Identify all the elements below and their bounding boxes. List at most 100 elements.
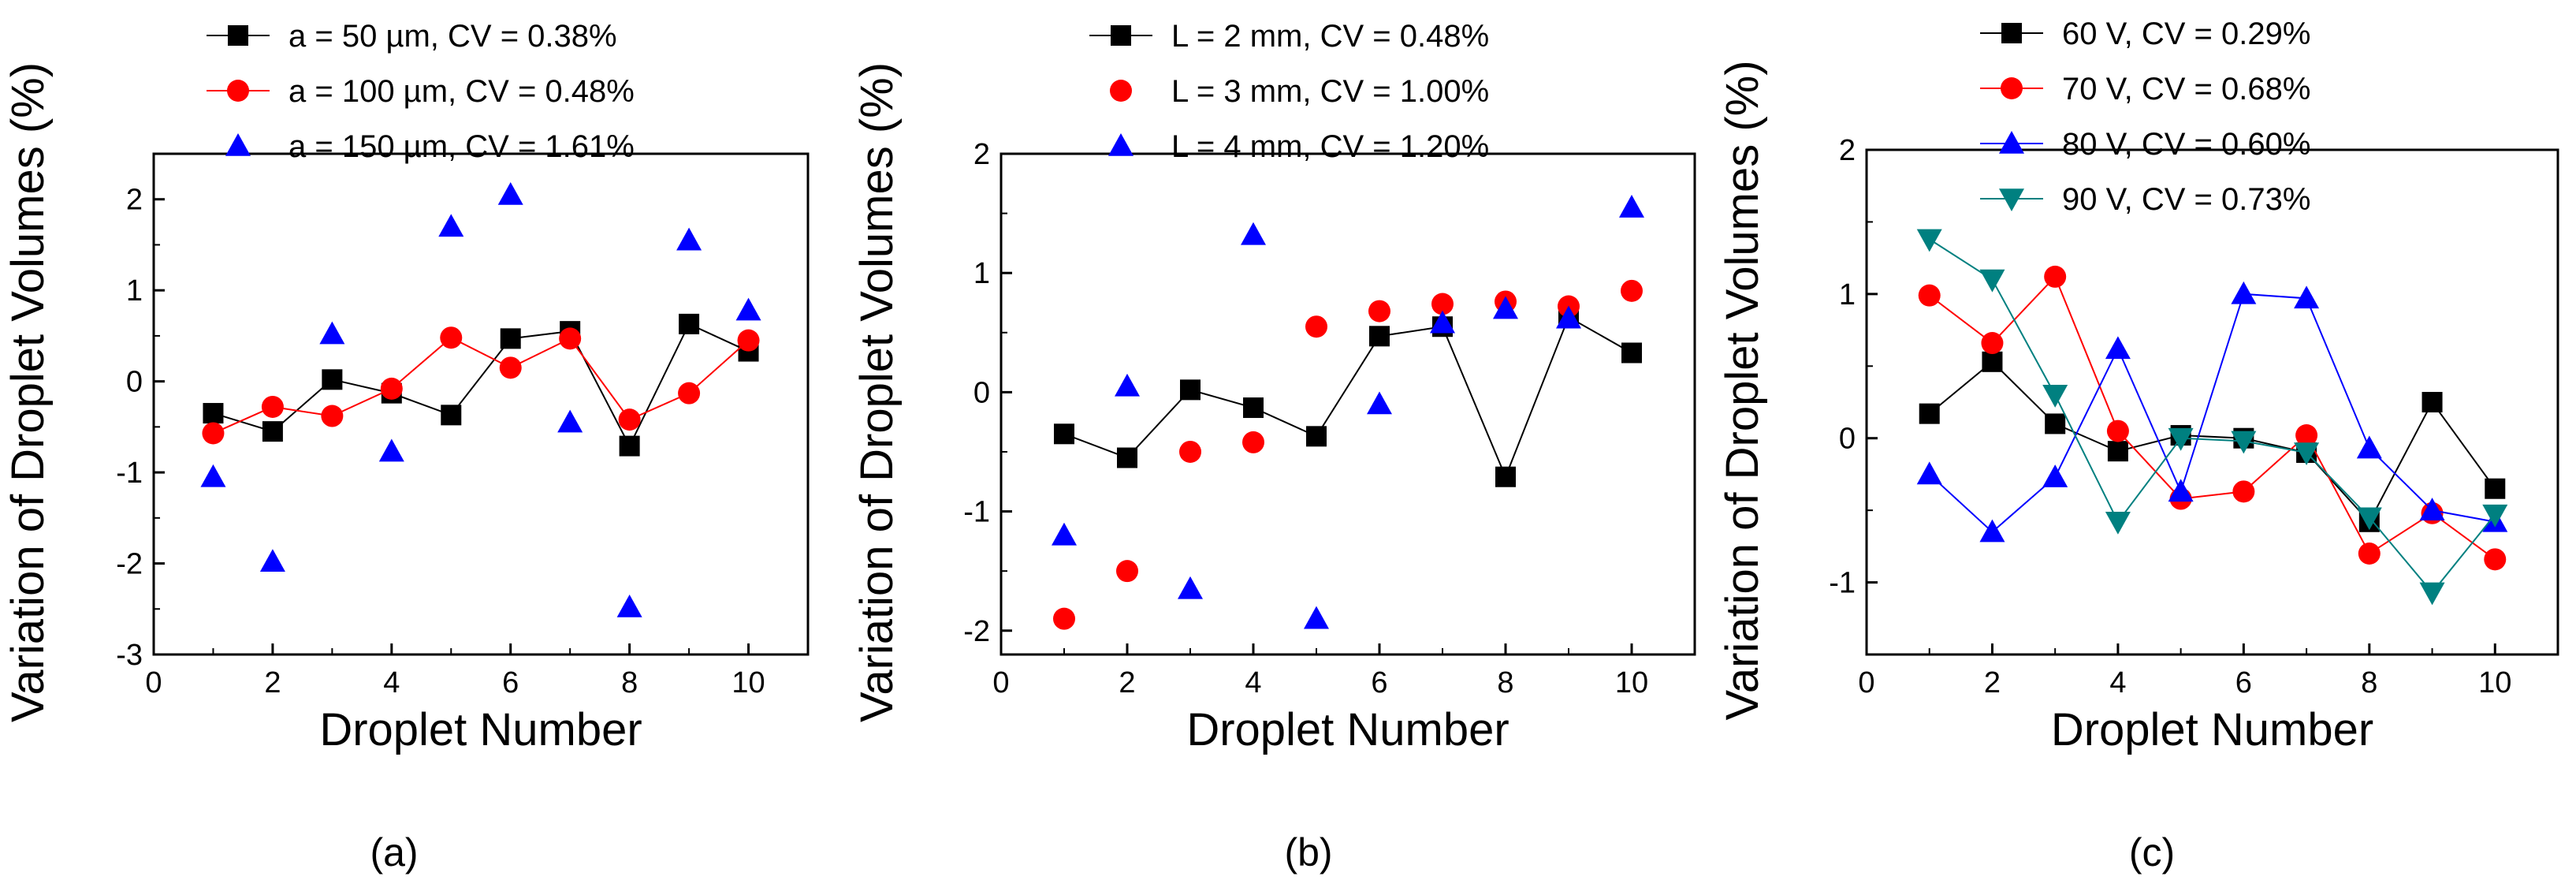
data-point: [678, 382, 701, 405]
legend: a = 50 µm, CV = 0.38% a = 100 µm, CV = 0.…: [207, 19, 635, 164]
legend-marker: [1108, 133, 1134, 156]
data-point: [1367, 391, 1392, 415]
data-point: [440, 326, 463, 349]
data-point: [559, 327, 582, 350]
data-point: [1619, 195, 1644, 218]
series-1: [1053, 279, 1643, 630]
data-point: [2422, 392, 2443, 412]
data-point: [200, 464, 226, 487]
y-tick-label: 2: [126, 184, 143, 217]
y-axis-label: Variation of Droplet Volumes (%): [2, 62, 54, 722]
data-point: [1431, 293, 1454, 315]
y-tick-label: 2: [1839, 134, 1856, 167]
series-line: [1929, 293, 2496, 533]
data-point: [1495, 466, 1516, 487]
series-3: [1916, 229, 2508, 606]
data-point: [1621, 342, 1642, 364]
data-point: [2482, 504, 2508, 528]
x-axis-label: Droplet Number: [2051, 704, 2373, 755]
x-tick-label: 10: [1615, 666, 1648, 699]
legend-marker: [228, 25, 248, 46]
data-point: [1430, 310, 1455, 334]
data-point: [1305, 315, 1327, 338]
data-point: [441, 405, 462, 426]
data-point: [2168, 479, 2194, 502]
y-tick-label: -1: [116, 457, 143, 490]
legend-label: a = 150 µm, CV = 1.61%: [288, 129, 635, 164]
legend-label: 90 V, CV = 0.73%: [2062, 182, 2310, 217]
data-point: [500, 328, 521, 349]
legend-marker: [225, 133, 251, 156]
y-tick-label: 1: [1839, 278, 1856, 311]
data-point: [2107, 441, 2128, 462]
data-point: [2106, 420, 2129, 442]
data-point: [2295, 424, 2318, 447]
legend-marker: [2001, 77, 2023, 99]
data-point: [1368, 300, 1390, 323]
y-tick-label: 2: [973, 138, 990, 171]
series-line: [1929, 238, 2496, 594]
legend-label: 60 V, CV = 0.29%: [2062, 17, 2310, 51]
legend-label: a = 50 µm, CV = 0.38%: [288, 19, 617, 54]
data-point: [261, 395, 284, 418]
data-point: [2356, 507, 2382, 531]
data-point: [2042, 385, 2068, 408]
y-tick-label: -1: [963, 496, 990, 529]
data-point: [2231, 431, 2257, 454]
data-point: [1916, 461, 1942, 485]
series-line: [213, 337, 750, 434]
data-point: [2232, 480, 2255, 503]
x-tick-label: 2: [264, 666, 281, 699]
series-1: [202, 326, 760, 445]
series-line: [1063, 315, 1632, 479]
data-point: [2105, 511, 2131, 535]
legend-marker: [227, 80, 249, 102]
data-point: [1180, 379, 1201, 401]
data-point: [438, 214, 464, 237]
data-point: [618, 408, 641, 431]
data-point: [2045, 413, 2066, 434]
data-point: [2042, 464, 2068, 487]
data-point: [321, 405, 344, 427]
data-point: [2231, 281, 2257, 304]
data-point: [1916, 229, 1942, 252]
data-point: [2358, 543, 2381, 565]
y-tick-label: 0: [126, 366, 143, 399]
data-point: [2419, 582, 2445, 606]
data-point: [1053, 607, 1075, 630]
data-point: [262, 421, 283, 442]
data-point: [380, 377, 403, 400]
x-tick-label: 8: [1497, 666, 1513, 699]
data-point: [497, 181, 523, 205]
chart-panel-b: 0 2 4 6 8 10 -2 -1 0 1 2 Droplet Number Variation of…: [851, 19, 1696, 755]
data-point: [619, 435, 640, 457]
data-point: [2485, 478, 2506, 499]
x-tick-label: 8: [621, 666, 638, 699]
series-1: [1918, 265, 2507, 571]
data-point: [1116, 560, 1138, 583]
data-point: [1179, 440, 1201, 463]
data-point: [1306, 426, 1327, 447]
legend-marker: [2001, 23, 2022, 43]
series-line: [1929, 360, 2496, 524]
data-point: [735, 297, 761, 321]
x-tick-label: 2: [1984, 666, 2001, 699]
data-point: [1621, 279, 1643, 302]
series-0: [203, 313, 759, 457]
data-point: [259, 549, 285, 572]
plot-frame: [1000, 152, 1696, 656]
data-point: [676, 227, 702, 251]
panel-label-b: (b): [1284, 830, 1332, 874]
data-point: [1178, 576, 1203, 599]
data-point: [1369, 326, 1390, 347]
legend-label: L = 4 mm, CV = 1.20%: [1171, 129, 1489, 164]
y-axis-label: Variation of Droplet Volumes (%): [1717, 60, 1768, 720]
data-point: [679, 313, 700, 334]
data-point: [2294, 442, 2320, 465]
x-tick-label: 6: [2235, 666, 2252, 699]
data-point: [1304, 606, 1329, 629]
panel-label-a: (a): [370, 830, 418, 874]
x-tick-label: 8: [2361, 666, 2377, 699]
x-tick-label: 10: [2478, 666, 2511, 699]
